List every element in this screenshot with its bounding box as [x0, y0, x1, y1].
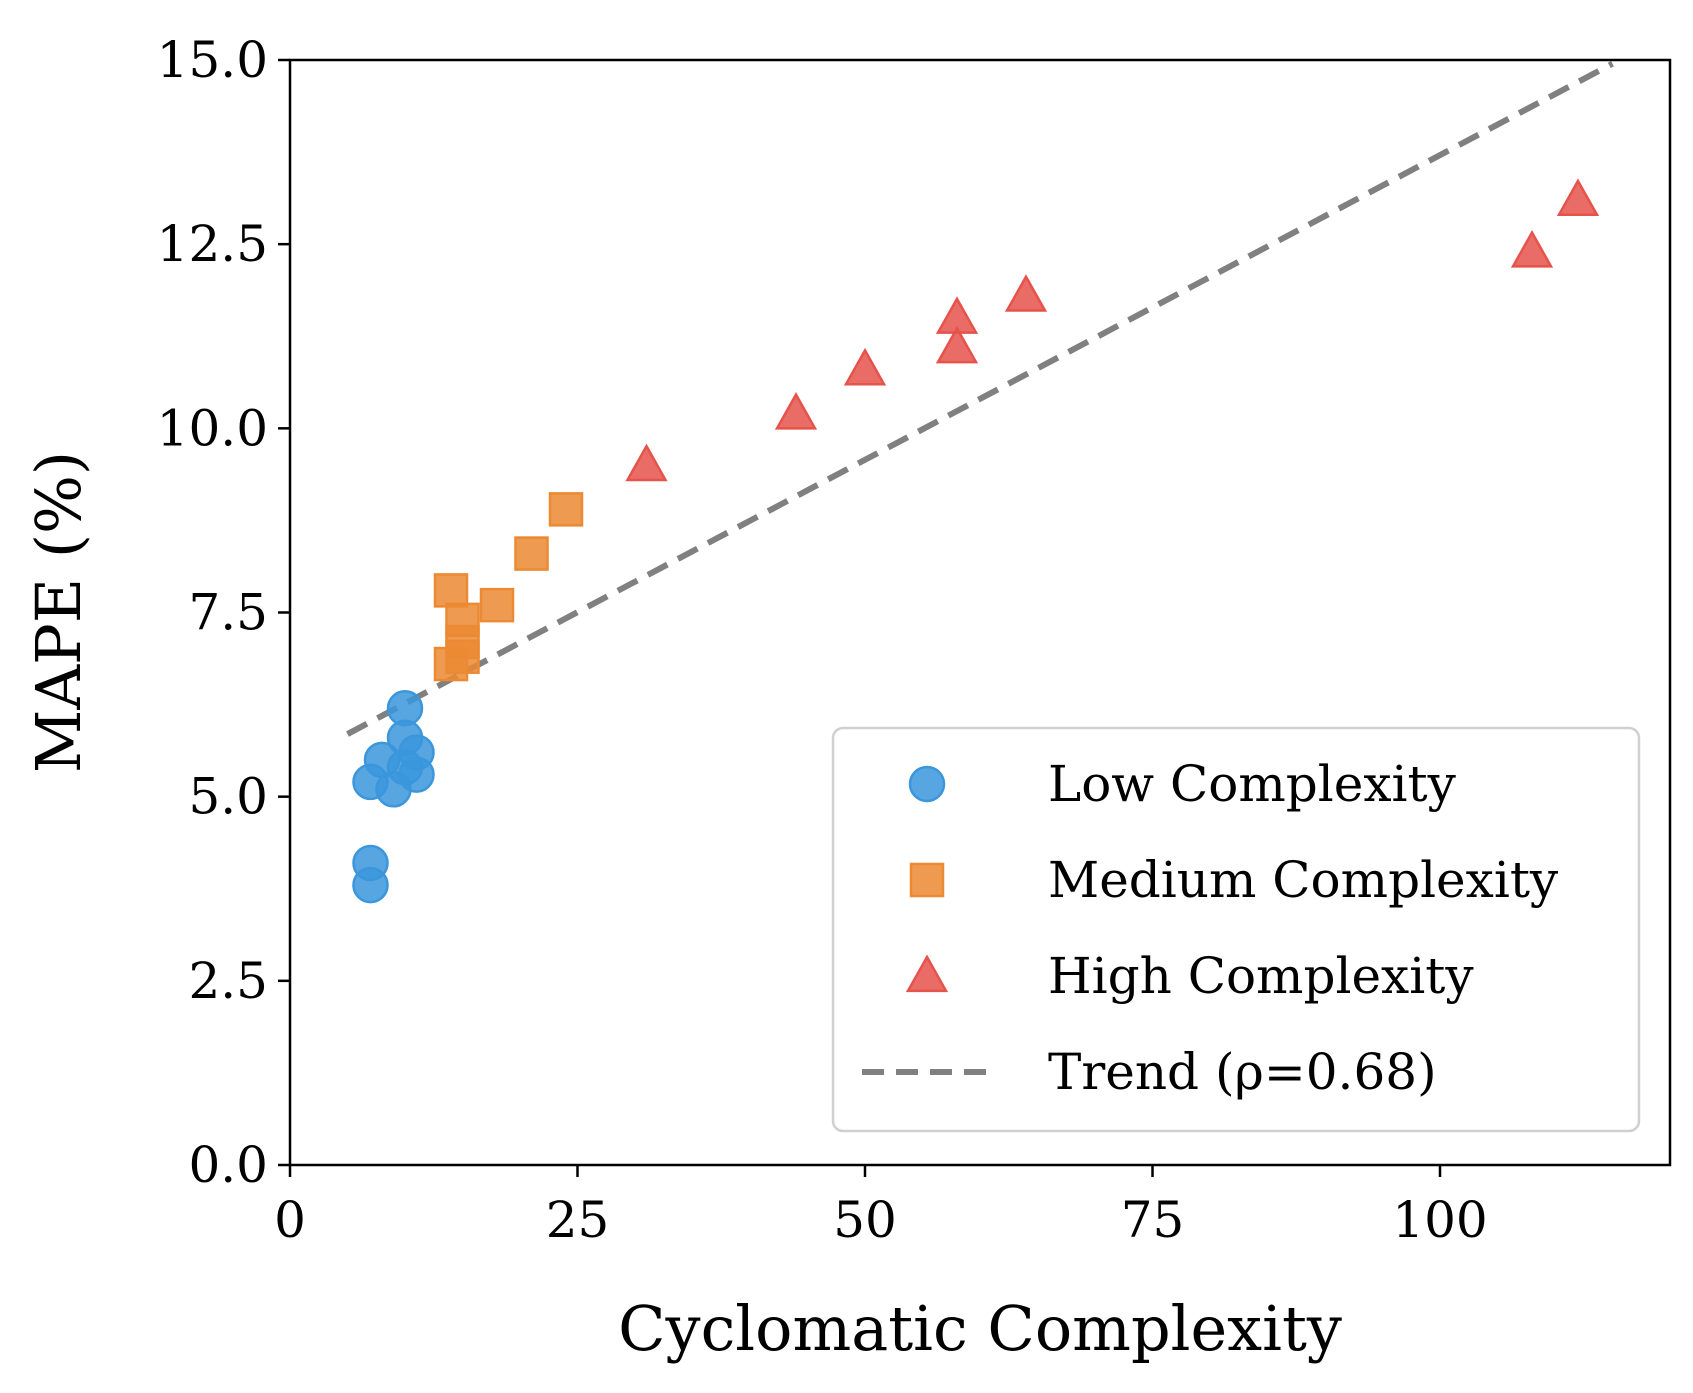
series-square — [433, 492, 584, 682]
data-point — [514, 536, 549, 571]
y-tick-label: 15.0 — [157, 31, 268, 89]
x-tick-label: 0 — [274, 1191, 306, 1249]
legend-label: Medium Complexity — [1048, 851, 1559, 909]
data-point — [433, 573, 469, 608]
legend-entry: High Complexity — [905, 947, 1474, 1005]
series-triangle — [625, 178, 1600, 482]
data-point — [445, 602, 480, 638]
y-tick-label: 7.5 — [188, 584, 268, 642]
data-point — [625, 443, 668, 482]
legend-circle-swatch — [908, 765, 946, 803]
legend-label: Low Complexity — [1048, 755, 1457, 813]
data-point — [479, 587, 515, 623]
data-point — [935, 325, 979, 364]
y-tick-label: 0.0 — [188, 1136, 268, 1194]
data-point — [1510, 229, 1554, 268]
y-axis-label: MAPE (%) — [22, 451, 95, 773]
legend-label: High Complexity — [1048, 947, 1474, 1005]
x-axis-ticks: 0 25 50 75 100 — [274, 1165, 1488, 1249]
x-tick-label: 100 — [1392, 1191, 1487, 1249]
legend: Low Complexity Medium Complexity High Comp… — [831, 726, 1641, 1133]
data-point — [445, 639, 480, 674]
y-tick-label: 12.5 — [157, 215, 268, 273]
data-point — [935, 296, 979, 334]
plot-area — [346, 61, 1614, 904]
y-tick-label: 10.0 — [157, 399, 268, 457]
legend-entry: Medium Complexity — [909, 851, 1559, 909]
y-tick-label: 5.0 — [188, 768, 268, 826]
y-axis-ticks: 0.0 2.5 5.0 7.5 10.0 12.5 15.0 — [157, 31, 290, 1194]
x-tick-label: 75 — [1121, 1191, 1185, 1249]
data-point — [398, 756, 435, 793]
x-tick-label: 25 — [546, 1191, 610, 1249]
data-point — [843, 347, 887, 386]
data-point — [1004, 274, 1048, 312]
legend-square-swatch — [909, 862, 945, 898]
data-point — [1556, 178, 1600, 217]
series-circle — [352, 690, 435, 904]
data-point — [386, 690, 424, 727]
x-tick-label: 50 — [833, 1191, 897, 1249]
y-tick-label: 2.5 — [188, 952, 268, 1010]
legend-label: Trend (ρ=0.68) — [1048, 1043, 1437, 1101]
trend-line — [346, 61, 1614, 737]
data-point — [774, 392, 818, 430]
legend-box — [831, 726, 1641, 1133]
data-point — [352, 866, 389, 904]
legend-entry: Trend (ρ=0.68) — [862, 1043, 1437, 1101]
x-axis-label: Cyclomatic Complexity — [618, 1292, 1342, 1365]
legend-triangle-swatch — [905, 954, 949, 993]
legend-entry: Low Complexity — [908, 755, 1457, 813]
data-point — [548, 492, 584, 527]
